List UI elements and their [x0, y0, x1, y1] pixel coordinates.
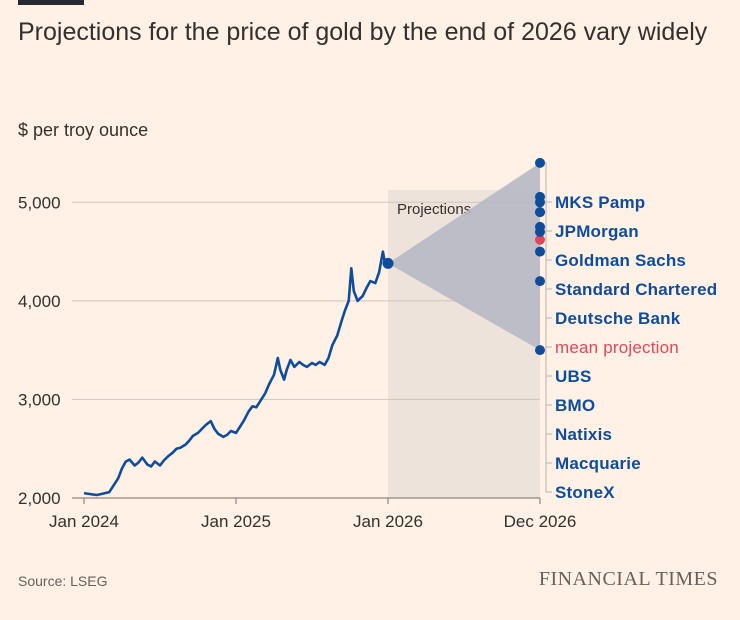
x-tick-label: Jan 2024	[49, 512, 119, 531]
projection-period-label: Projections	[397, 201, 471, 218]
chart-svg: Projections 2,000 3,000 4,000 5,000 Jan 2024 J…	[18, 157, 717, 531]
source-note: Source: LSEG	[18, 573, 108, 589]
forecast-point	[535, 226, 545, 237]
y-tick-label: 3,000	[18, 390, 61, 409]
forecast-point	[535, 345, 545, 356]
mean-projection-point	[535, 234, 545, 245]
forecast-point	[535, 246, 545, 257]
forecast-label: Standard Chartered	[555, 280, 717, 299]
y-tick-label: 2,000	[18, 489, 61, 508]
forecast-point	[535, 197, 545, 208]
forecast-point	[535, 157, 545, 168]
forecast-point	[535, 276, 545, 287]
latest-price-point	[382, 257, 394, 269]
x-tick-label: Dec 2026	[504, 512, 577, 531]
forecast-label: StoneX	[555, 483, 615, 502]
gold-price-line	[83, 250, 389, 497]
forecast-label: MKS Pamp	[555, 193, 645, 212]
x-tick-label: Jan 2025	[201, 512, 271, 531]
x-tick-label: Jan 2026	[353, 512, 423, 531]
forecast-label: BMO	[555, 396, 595, 415]
y-tick-label: 5,000	[18, 193, 61, 212]
forecast-label: Deutsche Bank	[555, 309, 681, 328]
forecast-point	[535, 207, 545, 218]
forecast-label: UBS	[555, 367, 592, 386]
forecast-label: Goldman Sachs	[555, 251, 686, 270]
ft-logo-wordmark: FINANCIAL TIMES	[538, 568, 718, 590]
y-tick-label: 4,000	[18, 292, 61, 311]
projection-range-band	[388, 162, 540, 351]
brand-accent-bar	[18, 0, 84, 5]
forecast-label: mean projection	[555, 338, 679, 357]
forecast-label: Natixis	[555, 425, 612, 444]
chart-title: Projections for the price of gold by the…	[18, 18, 708, 46]
forecast-label: JPMorgan	[555, 222, 639, 241]
forecast-label: Macquarie	[555, 454, 641, 473]
y-axis-unit-label: $ per troy ounce	[18, 120, 149, 140]
